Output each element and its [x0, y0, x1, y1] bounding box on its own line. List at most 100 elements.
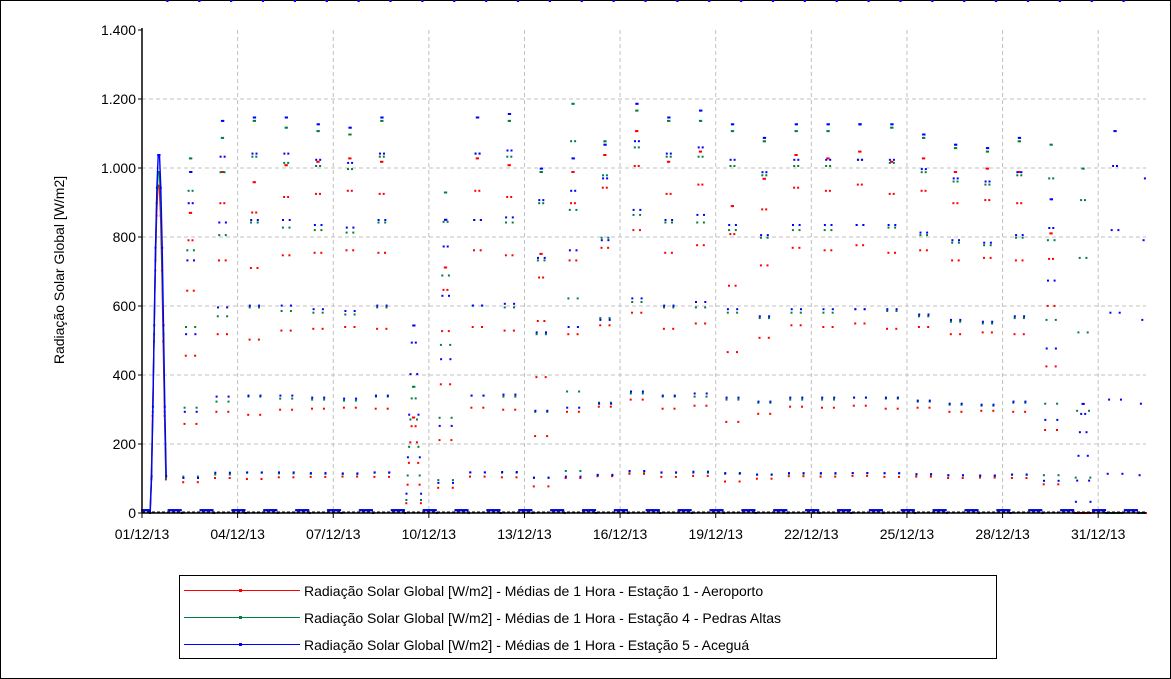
- data-point: [963, 0, 966, 2]
- data-point: [191, 189, 194, 192]
- data-point: [615, 509, 618, 512]
- y-axis-label: Radiação Solar Global [W/m2]: [51, 176, 67, 364]
- data-point: [1013, 317, 1016, 320]
- data-point: [560, 509, 563, 512]
- data-point: [324, 475, 327, 478]
- data-point: [408, 413, 411, 416]
- data-point: [348, 157, 351, 160]
- data-point: [470, 394, 473, 397]
- data-point: [1024, 400, 1027, 403]
- data-point: [526, 509, 529, 512]
- data-point: [377, 221, 380, 224]
- data-point: [772, 0, 775, 2]
- data-point: [575, 259, 578, 262]
- data-point: [317, 123, 320, 126]
- data-point: [328, 509, 331, 512]
- data-point: [342, 406, 345, 409]
- data-point: [222, 171, 224, 173]
- data-point: [983, 256, 985, 259]
- data-point: [450, 439, 453, 442]
- data-point: [413, 416, 416, 419]
- data-point: [1062, 509, 1065, 512]
- data-point: [190, 211, 193, 214]
- data-point: [847, 509, 850, 512]
- data-point: [1025, 477, 1028, 479]
- data-point: [989, 241, 992, 244]
- data-point: [590, 509, 593, 512]
- data-point: [706, 474, 709, 477]
- data-point: [515, 471, 518, 473]
- data-point: [207, 509, 210, 512]
- data-point: [899, 0, 902, 2]
- data-point: [469, 471, 472, 474]
- data-point: [708, 0, 711, 2]
- data-point: [313, 229, 316, 232]
- data-point: [896, 396, 899, 399]
- data-point: [234, 509, 237, 512]
- data-point: [439, 383, 442, 386]
- data-point: [898, 475, 900, 478]
- data-point: [409, 418, 412, 421]
- data-point: [992, 409, 995, 412]
- data-point: [724, 480, 726, 483]
- data-point: [258, 306, 260, 309]
- data-point: [951, 239, 954, 242]
- data-point: [337, 509, 340, 512]
- data-point: [385, 306, 388, 309]
- data-point: [238, 509, 241, 512]
- data-point: [649, 509, 652, 512]
- data-point: [852, 404, 855, 407]
- data-point: [865, 396, 867, 399]
- data-point: [352, 231, 355, 234]
- data-point: [983, 244, 986, 247]
- data-point: [793, 158, 796, 161]
- data-point: [577, 410, 580, 413]
- data-point: [1068, 509, 1071, 512]
- data-point: [1058, 0, 1061, 2]
- data-point: [486, 509, 489, 512]
- data-point: [989, 244, 992, 247]
- series-markers: [141, 0, 1146, 514]
- data-point: [236, 509, 239, 512]
- data-point: [683, 509, 686, 512]
- data-point: [389, 0, 392, 2]
- data-point: [981, 322, 984, 325]
- data-point: [505, 216, 508, 219]
- data-point: [831, 311, 834, 314]
- data-point: [927, 313, 930, 316]
- data-point: [374, 407, 377, 410]
- data-point: [353, 326, 356, 328]
- data-point: [558, 509, 561, 512]
- data-point: [189, 171, 192, 173]
- data-point: [396, 509, 399, 512]
- data-point: [765, 174, 768, 177]
- data-point: [1118, 311, 1121, 314]
- data-point: [575, 249, 578, 252]
- data-point: [648, 509, 651, 512]
- data-point: [953, 147, 956, 150]
- data-point: [980, 403, 983, 406]
- data-point: [262, 0, 265, 2]
- data-point: [758, 315, 761, 318]
- data-point: [460, 509, 462, 512]
- data-point: [1005, 509, 1008, 512]
- data-point: [243, 509, 246, 512]
- data-point: [807, 509, 810, 512]
- data-point: [309, 472, 312, 475]
- data-point: [881, 509, 883, 512]
- data-point: [1074, 500, 1077, 503]
- data-point: [664, 251, 667, 254]
- data-point: [948, 402, 951, 405]
- data-point: [805, 509, 808, 512]
- data-point: [218, 234, 221, 237]
- data-point: [209, 509, 211, 512]
- data-point: [272, 509, 275, 512]
- data-point: [853, 396, 856, 399]
- data-point: [774, 509, 777, 512]
- data-point: [183, 410, 186, 413]
- data-point: [449, 358, 452, 361]
- data-point: [1045, 347, 1048, 350]
- data-point: [603, 154, 606, 156]
- data-point: [546, 409, 549, 412]
- data-point: [700, 119, 703, 122]
